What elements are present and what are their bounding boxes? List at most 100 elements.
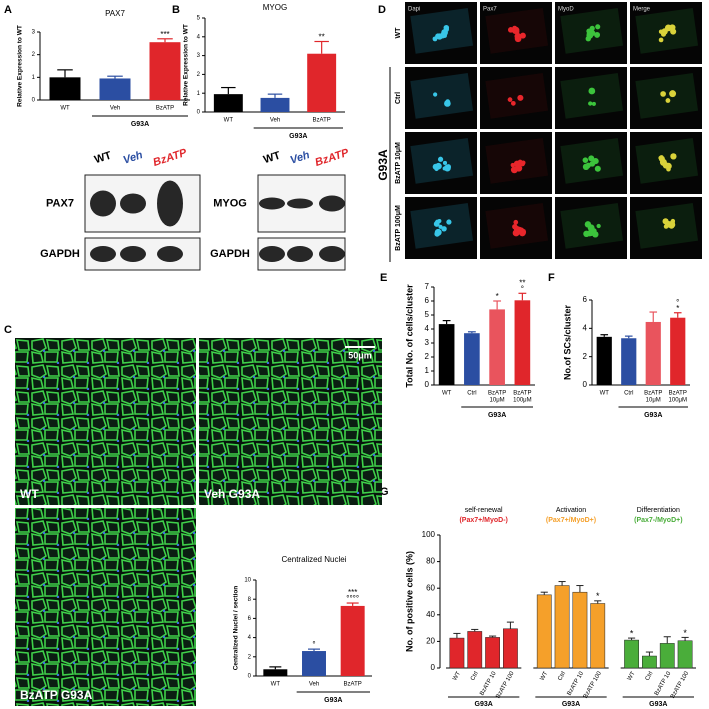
y-tick-label: 0 [425,380,430,389]
y-tick-label: 1 [425,366,430,375]
bar [467,631,483,669]
cell-blob [665,98,671,103]
cell-blob [670,153,677,160]
panel-label: F [548,272,555,284]
fiber [635,138,699,184]
error-bar [558,581,566,586]
blot-band [90,190,116,217]
group-subtitle: (Pax7-/MyoD+) [634,517,682,524]
group-label: G93A [324,697,342,704]
cell-blob [588,87,596,95]
error-bar [57,69,73,78]
error-bar [221,86,236,95]
bar [99,78,131,100]
cell-blob [662,162,670,169]
significance-label: ** [519,278,525,287]
error-bar [267,93,283,98]
blot-lane-label: WT [93,149,113,166]
x-tick-label: WT [627,670,637,681]
x-tick-label: BzATP [344,682,362,688]
cell-blob [594,31,601,38]
x-tick-label: Ctrl [624,391,633,397]
group-label: G93A [649,701,667,708]
y-axis-label: Total No. of cells/cluster [404,284,414,388]
blot-band [90,246,116,262]
bar [438,324,455,385]
x-tick-label: BzATP [488,391,506,397]
cell-blob [662,218,669,225]
blot-band [259,246,285,262]
bar [536,594,552,669]
significance-label: ° [312,640,315,649]
blot-lane-label: BzATP [314,147,351,169]
fiber [635,73,699,119]
x-tick-label: WT [539,670,549,681]
y-tick-label: 0 [197,110,201,116]
fiber [410,73,474,119]
cell-blob [443,24,450,31]
bar [624,639,639,669]
bar [514,300,531,385]
y-tick-label: 6 [583,295,588,304]
significance-label: * [630,628,634,638]
bar [645,321,661,385]
cell-blob [520,160,526,166]
cell-blob [660,91,666,97]
cell-blob [507,26,514,33]
bar [307,53,337,112]
cell-blob [591,101,596,106]
micrograph [199,338,382,505]
micrograph [15,508,196,706]
blot-row-label: GAPDH [210,248,250,260]
cell-blob [595,24,601,30]
blot-lane-label: WT [262,149,282,166]
x-tick-sublabel: 100μM [513,398,531,404]
blot-lane-label: BzATP [152,147,189,169]
blot-row-label: PAX7 [46,197,74,209]
y-tick-label: 3 [197,53,201,59]
chart-title: MYOG [263,3,287,12]
x-tick-label: WT [600,391,610,397]
y-tick-label: 100 [422,530,436,539]
bar [49,77,81,100]
error-bar [157,38,173,43]
row-label: Ctrl [395,92,402,104]
channel-label: Merge [633,7,651,13]
cell-blob [446,219,452,225]
panel-label: D [378,4,386,16]
error-bar [649,311,658,322]
error-bar [471,628,479,632]
x-tick-label: BzATP 10 [479,670,498,696]
x-tick-label: Ctrl [470,671,480,682]
significance-label: ° [521,284,524,293]
y-tick-label: 0 [32,98,36,104]
x-tick-label: WT [60,106,70,112]
cell-blob [519,32,526,39]
blot-band [157,246,183,262]
y-axis-label: No. of positive cells (%) [404,551,414,652]
x-tick-sublabel: 10μM [646,398,661,404]
bar [503,628,518,669]
y-tick-label: 20 [426,637,435,646]
group-subtitle: (Pax7+/MyoD+) [546,517,596,524]
y-tick-label: 1 [32,75,36,81]
error-bar [506,621,514,629]
x-tick-label: Ctrl [467,391,476,397]
cell-blob [589,30,596,37]
cell-blob [583,230,590,238]
cell-blob [441,29,448,36]
cell-blob [588,101,593,106]
row-label: BzATP 100μM [395,205,402,251]
cell-blob [437,219,442,224]
bar [340,605,365,676]
y-tick-label: 2 [32,52,36,58]
group-label: G93A [644,412,662,419]
y-tick-label: 0 [583,380,588,389]
bar [149,42,181,100]
significance-label: * [676,304,679,313]
x-tick-label: Veh [110,106,120,112]
bar [302,651,326,676]
x-tick-label: BzATP [313,118,331,124]
error-bar [518,292,527,301]
